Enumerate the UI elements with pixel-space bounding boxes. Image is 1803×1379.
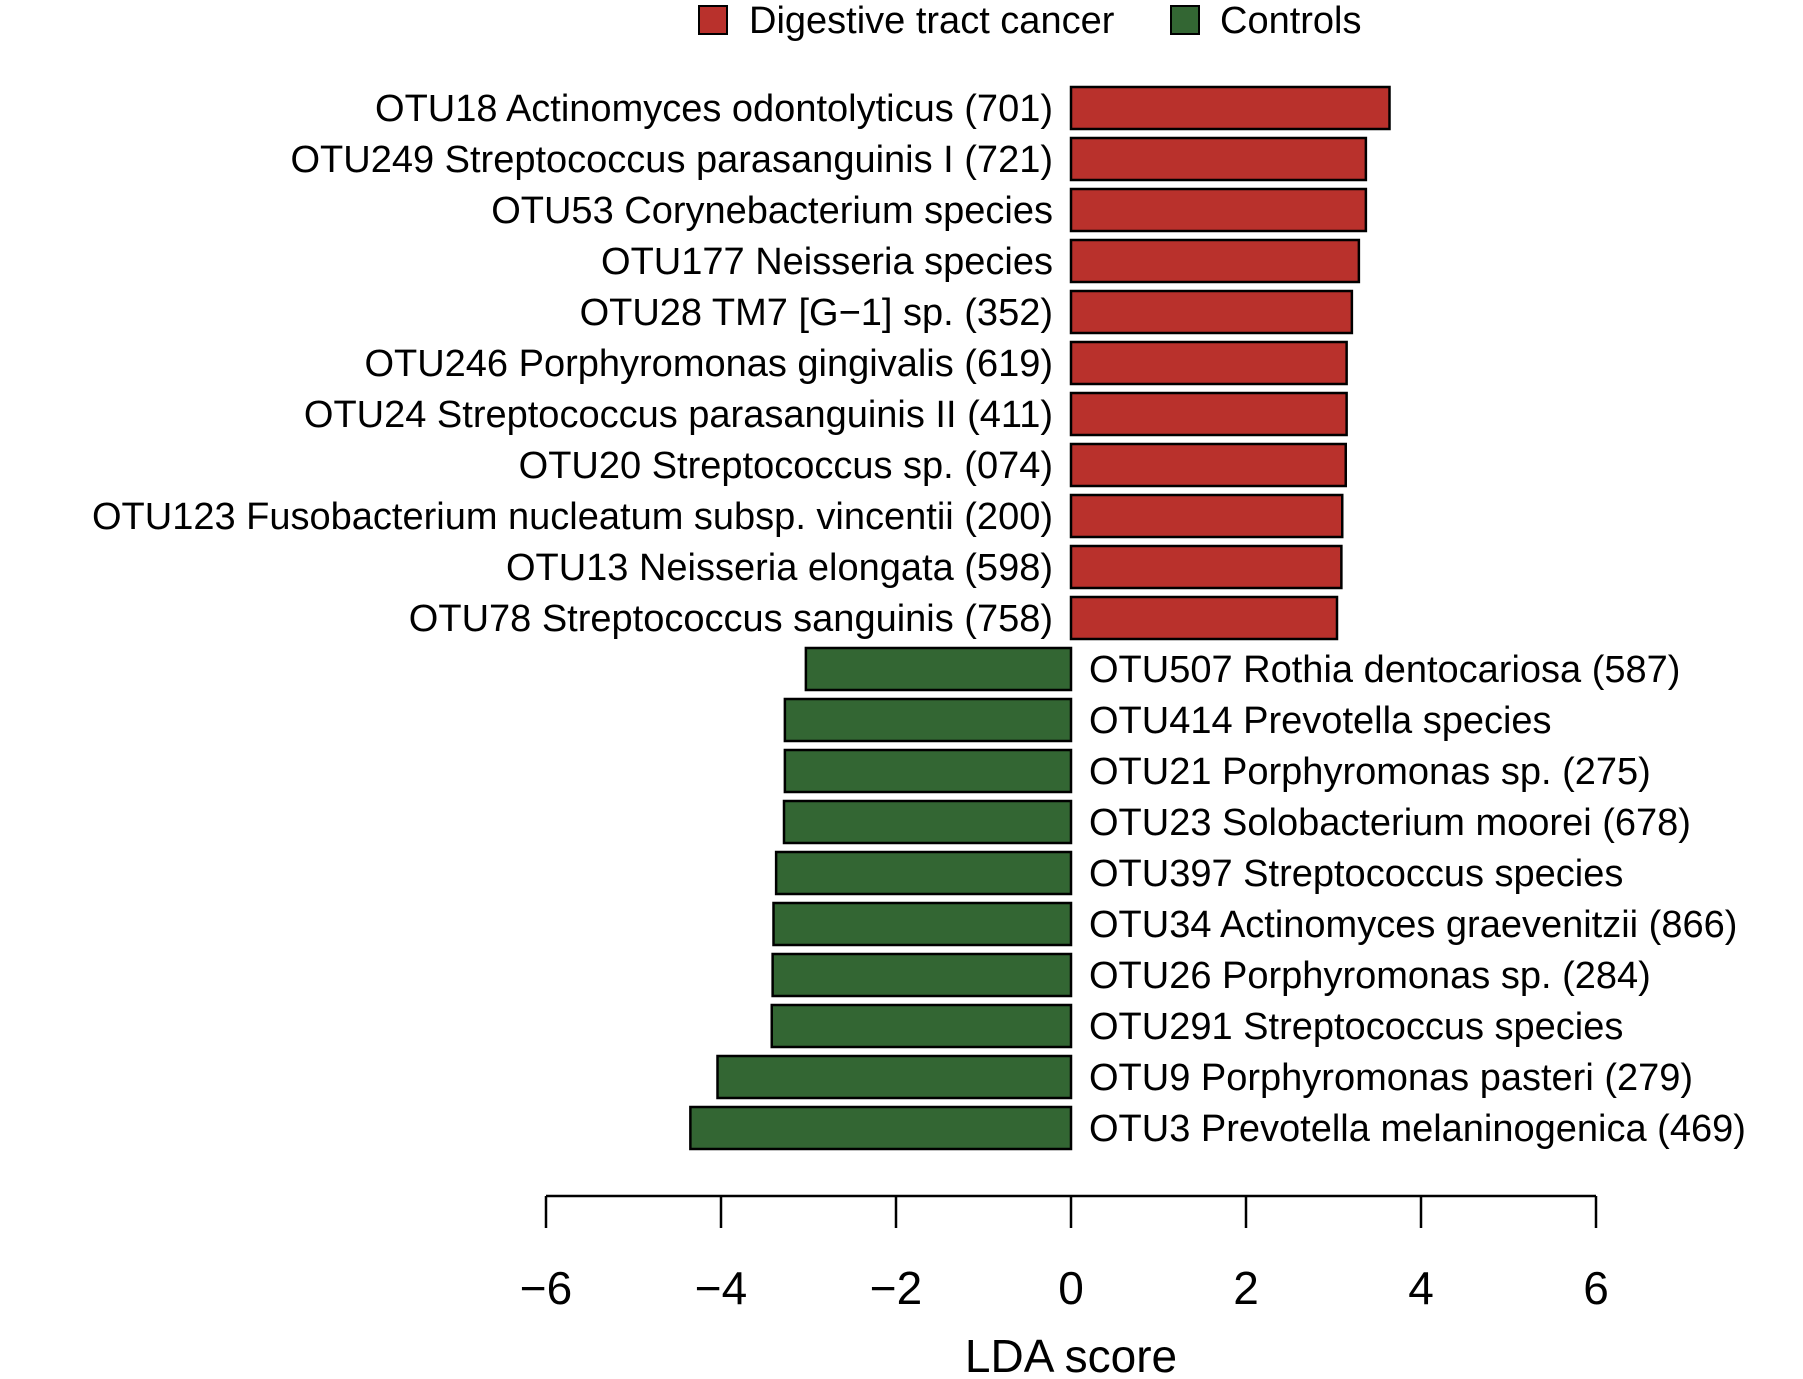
legend-label-controls: Controls [1220,0,1362,42]
legend-swatch-cancer [698,5,728,35]
bar-otu397 [774,850,1073,896]
label-otu414: OTU414 Prevotella species [1089,700,1552,742]
label-otu26: OTU26 Porphyromonas sp. (284) [1089,955,1651,997]
legend-label-cancer: Digestive tract cancer [749,0,1115,42]
bar-otu177 [1069,238,1361,284]
label-otu78: OTU78 Streptococcus sanguinis (758) [409,598,1053,640]
bar-otu414 [783,697,1073,743]
label-otu291: OTU291 Streptococcus species [1089,1006,1623,1048]
label-otu123: OTU123 Fusobacterium nucleatum subsp. vi… [92,496,1053,538]
label-otu53: OTU53 Corynebacterium species [491,190,1053,232]
bar-otu13 [1069,544,1343,590]
label-otu28: OTU28 TM7 [G−1] sp. (352) [580,292,1053,334]
label-otu246: OTU246 Porphyromonas gingivalis (619) [364,343,1053,385]
label-otu21: OTU21 Porphyromonas sp. (275) [1089,751,1651,793]
bar-otu249 [1069,136,1368,182]
bar-otu123 [1069,493,1344,539]
bar-otu246 [1069,340,1348,386]
bar-otu26 [771,952,1073,998]
bar-otu3 [689,1105,1073,1151]
label-otu13: OTU13 Neisseria elongata (598) [506,547,1053,589]
bar-otu21 [783,748,1073,794]
label-otu9: OTU9 Porphyromonas pasteri (279) [1089,1057,1693,1099]
bar-otu24 [1069,391,1348,437]
x-tick-label: 4 [1408,1262,1434,1314]
bar-otu291 [770,1003,1073,1049]
bars [689,85,1391,1151]
bar-otu78 [1069,595,1339,641]
x-tick-label: −2 [870,1262,922,1314]
bar-otu23 [782,799,1073,845]
x-tick-label: 6 [1583,1262,1609,1314]
x-tick-label: 0 [1058,1262,1084,1314]
bar-otu9 [716,1054,1073,1100]
label-otu23: OTU23 Solobacterium moorei (678) [1089,802,1691,844]
x-tick-label: 2 [1233,1262,1259,1314]
label-otu20: OTU20 Streptococcus sp. (074) [519,445,1053,487]
label-otu18: OTU18 Actinomyces odontolyticus (701) [375,88,1053,130]
label-otu34: OTU34 Actinomyces graevenitzii (866) [1089,904,1737,946]
bar-otu34 [772,901,1073,947]
label-otu24: OTU24 Streptococcus parasanguinis II (41… [304,394,1053,436]
label-otu3: OTU3 Prevotella melaninogenica (469) [1089,1108,1746,1150]
x-axis: −6 −4 −2 0 2 4 6 [520,1194,1609,1314]
bar-otu18 [1069,85,1391,131]
bar-otu53 [1069,187,1368,233]
bar-otu20 [1069,442,1347,488]
label-otu507: OTU507 Rothia dentocariosa (587) [1089,649,1680,691]
bar-otu28 [1069,289,1354,335]
x-tick-label: −4 [695,1262,747,1314]
label-otu177: OTU177 Neisseria species [601,241,1053,283]
bar-otu507 [804,646,1073,692]
category-labels: OTU18 Actinomyces odontolyticus (701) OTU… [92,88,1746,1150]
label-otu397: OTU397 Streptococcus species [1089,853,1623,895]
x-tick-label: −6 [520,1262,572,1314]
legend: Digestive tract cancer Controls [698,0,1362,42]
x-axis-title: LDA score [965,1330,1177,1379]
label-otu249: OTU249 Streptococcus parasanguinis I (72… [290,139,1053,181]
legend-swatch-controls [1170,5,1200,35]
